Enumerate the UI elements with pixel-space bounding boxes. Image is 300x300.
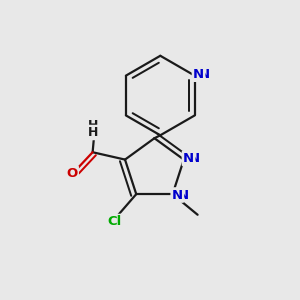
Text: H: H <box>87 126 98 139</box>
Text: O: O <box>66 167 78 180</box>
Text: O: O <box>66 167 78 180</box>
Text: N: N <box>188 152 200 165</box>
Text: N: N <box>193 68 204 81</box>
Text: H: H <box>87 119 98 133</box>
Text: N: N <box>177 188 188 202</box>
Text: Cl: Cl <box>108 215 122 228</box>
Text: N: N <box>172 188 183 202</box>
Text: N: N <box>199 68 210 81</box>
Text: N: N <box>183 152 194 165</box>
Text: Cl: Cl <box>108 215 122 228</box>
